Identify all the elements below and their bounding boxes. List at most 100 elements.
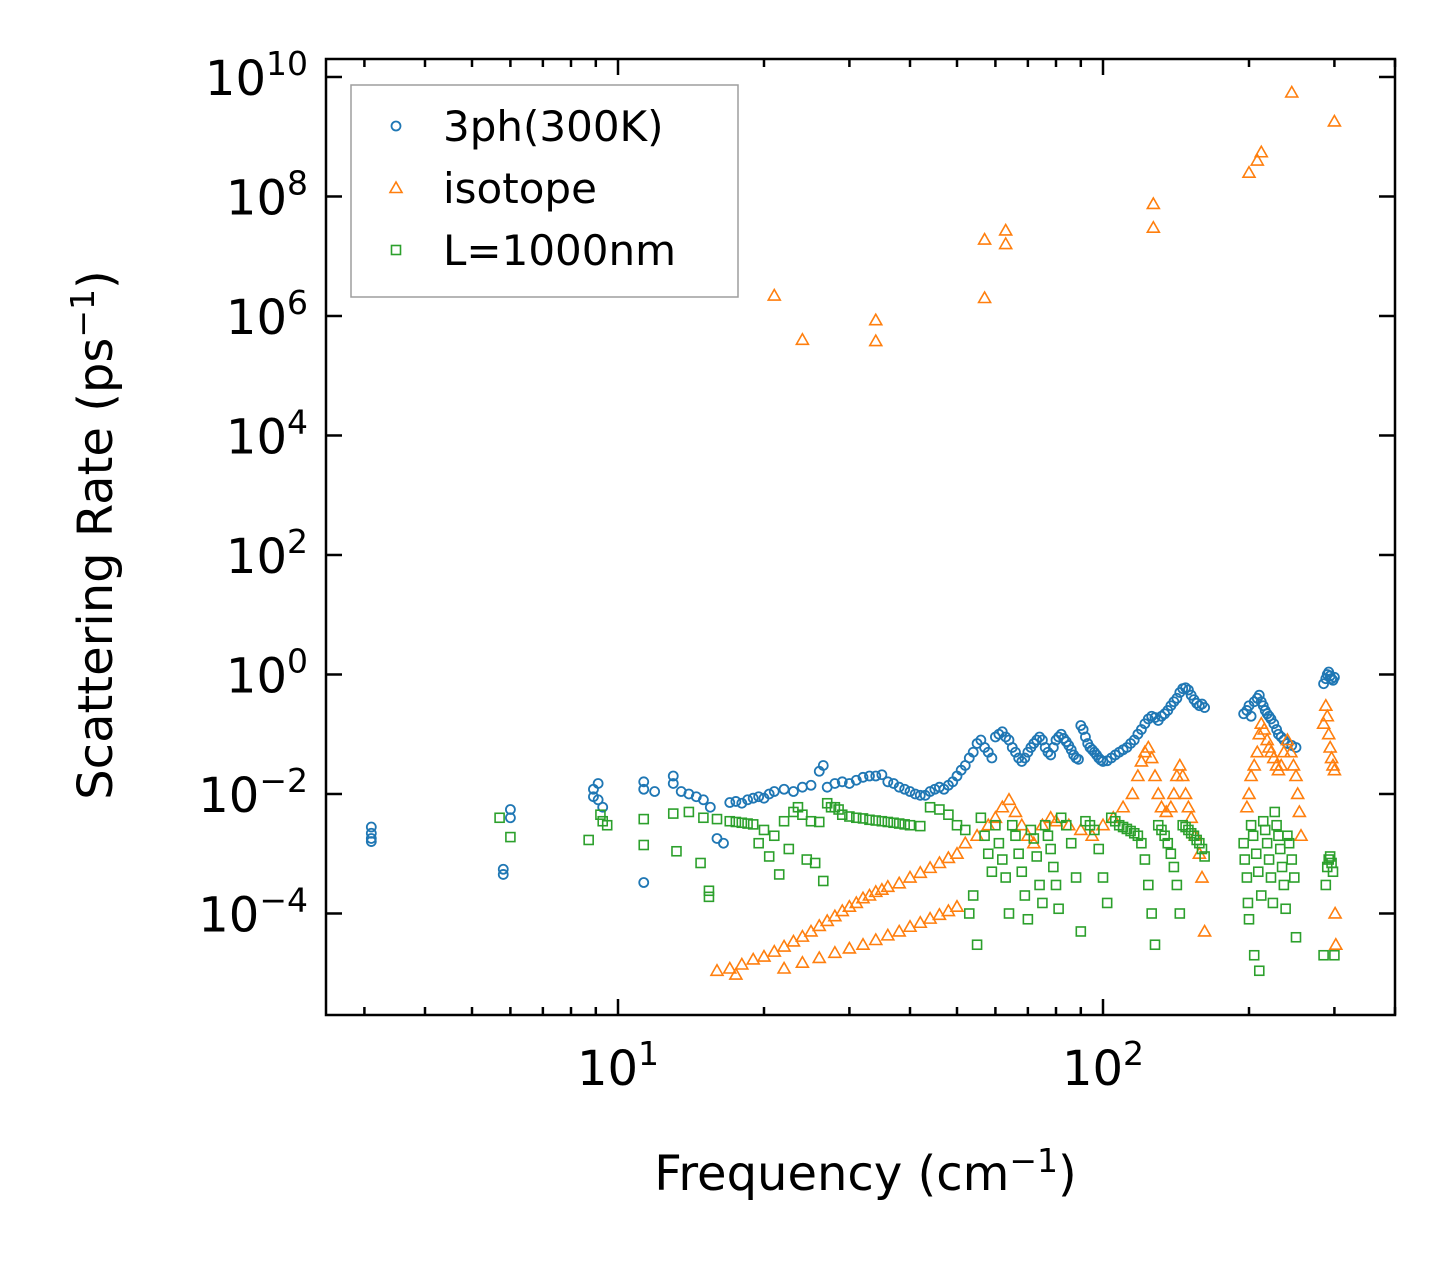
data-point (1000, 872, 1011, 883)
legend-marker-square (390, 244, 402, 256)
data-point (1280, 903, 1291, 915)
data-point (1290, 786, 1306, 800)
x-axis-label: Frequency (cm−1) (654, 1141, 1077, 1202)
data-point (1048, 813, 1064, 827)
data-point (1070, 872, 1082, 883)
x-axis-label-suffix: ) (1058, 1146, 1077, 1202)
data-point (797, 809, 808, 821)
data-point (1159, 708, 1171, 720)
data-point (986, 866, 998, 878)
data-point (1166, 786, 1182, 800)
data-point (1194, 837, 1205, 849)
data-point (1172, 757, 1188, 771)
data-point (1050, 879, 1062, 891)
data-point (1249, 744, 1265, 758)
data-point (1327, 762, 1342, 776)
data-point (1149, 712, 1161, 723)
series-square (494, 797, 1340, 977)
y-tick-label: 106 (226, 283, 308, 346)
data-point (891, 875, 907, 889)
data-point (899, 783, 911, 795)
legend-label: isotope (443, 164, 597, 213)
data-point (1282, 830, 1293, 842)
data-point (649, 786, 661, 797)
data-point (1327, 866, 1339, 878)
data-point (1276, 861, 1288, 873)
data-point (1144, 750, 1160, 764)
data-point (1022, 913, 1034, 925)
data-point (1031, 851, 1043, 862)
data-point (1130, 768, 1146, 782)
data-point (1175, 768, 1191, 782)
data-point (864, 770, 875, 782)
data-point (1031, 734, 1043, 746)
data-point (1016, 866, 1028, 878)
data-point (979, 830, 990, 842)
data-point (1101, 897, 1113, 909)
data-point (1199, 851, 1210, 862)
data-point (977, 290, 992, 304)
data-point (1039, 819, 1051, 831)
data-point (1253, 144, 1269, 158)
data-point (1329, 671, 1340, 683)
data-point (1324, 851, 1336, 862)
data-point (1043, 810, 1059, 824)
data-point (595, 809, 606, 821)
data-point (747, 819, 759, 830)
data-point (1010, 830, 1021, 842)
data-point (783, 843, 795, 855)
axis-ticks (326, 59, 1397, 1015)
data-point (963, 908, 975, 919)
data-point (768, 830, 780, 842)
y-axis-label-exponent: −1 (63, 289, 102, 338)
data-point (505, 831, 516, 843)
data-point (742, 818, 753, 829)
data-point (1288, 768, 1304, 782)
y-tick-label: 108 (226, 163, 308, 226)
data-point (1183, 810, 1199, 824)
legend-label: 3ph(300K) (443, 102, 663, 151)
data-point (941, 903, 956, 917)
data-point (1328, 937, 1344, 951)
data-point (778, 815, 790, 827)
data-point (638, 877, 650, 888)
data-point (1080, 731, 1091, 743)
data-point (505, 812, 516, 824)
data-point (864, 814, 875, 826)
data-point (671, 845, 682, 857)
data-point (924, 801, 936, 813)
data-point (975, 812, 987, 824)
data-point (1325, 757, 1341, 771)
data-point (1053, 903, 1064, 915)
data-point (870, 770, 882, 782)
data-point (1289, 872, 1300, 883)
data-point (1150, 786, 1166, 800)
data-point (601, 819, 613, 831)
data-point (997, 854, 1008, 865)
data-point (1181, 799, 1196, 813)
data-point (734, 956, 750, 970)
series-triangle (709, 84, 1344, 980)
data-point (1259, 824, 1271, 836)
data-point (638, 839, 650, 851)
data-point (876, 769, 888, 781)
data-point (880, 879, 896, 893)
data-point (1180, 682, 1191, 694)
data-point (1000, 731, 1012, 743)
data-point (1097, 872, 1109, 883)
data-point (1139, 854, 1151, 865)
data-point (1245, 819, 1257, 831)
data-point (1329, 949, 1340, 961)
data-point (805, 779, 817, 791)
data-point (1065, 837, 1077, 849)
data-point (1263, 854, 1275, 865)
data-point (912, 915, 928, 929)
data-point (1037, 897, 1048, 909)
data-point (1180, 821, 1191, 833)
data-point (667, 808, 679, 819)
data-point (1243, 913, 1255, 925)
data-point (1143, 879, 1154, 891)
data-point (868, 932, 884, 946)
data-point (1280, 732, 1295, 746)
data-point (1034, 731, 1045, 743)
